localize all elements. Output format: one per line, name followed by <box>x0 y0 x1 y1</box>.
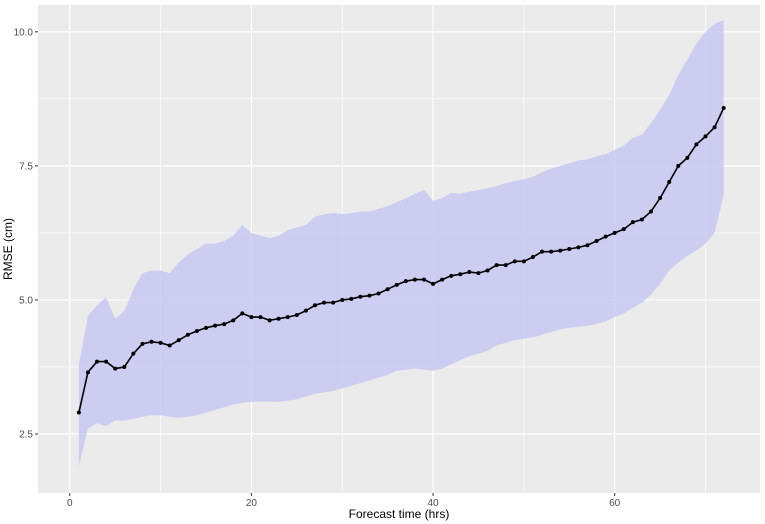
data-point <box>113 366 118 371</box>
data-point <box>712 125 717 130</box>
data-point <box>149 339 154 344</box>
data-point <box>367 293 372 298</box>
data-point <box>95 359 100 364</box>
data-point <box>440 277 445 282</box>
data-point <box>104 359 109 364</box>
data-point <box>494 263 499 268</box>
data-point <box>204 325 209 330</box>
data-point <box>667 179 672 184</box>
data-point <box>512 259 517 264</box>
data-point <box>303 308 308 313</box>
data-point <box>376 291 381 296</box>
data-point <box>267 318 272 323</box>
data-point <box>258 315 263 320</box>
data-point <box>467 270 472 275</box>
data-point <box>340 297 345 302</box>
data-point <box>576 245 581 250</box>
data-point <box>194 329 199 334</box>
data-point <box>421 277 426 282</box>
data-point <box>312 303 317 308</box>
data-point <box>558 248 563 253</box>
data-point <box>231 318 236 323</box>
rmse-points <box>76 105 726 415</box>
data-point <box>385 287 390 292</box>
data-point <box>449 273 454 278</box>
data-point <box>694 142 699 147</box>
y-tick-label: 7.5 <box>19 161 33 172</box>
data-point <box>612 230 617 235</box>
data-point <box>122 364 127 369</box>
data-point <box>412 277 417 282</box>
data-point <box>185 332 190 337</box>
data-point <box>540 249 545 254</box>
x-tick-label: 20 <box>246 498 258 509</box>
data-point <box>167 343 172 348</box>
data-point <box>703 134 708 139</box>
data-point <box>721 105 726 110</box>
data-point <box>131 351 136 356</box>
data-point <box>530 255 535 260</box>
data-point <box>249 315 254 320</box>
data-point <box>458 272 463 277</box>
data-point <box>213 323 218 328</box>
data-point <box>431 281 436 286</box>
data-point <box>658 196 663 201</box>
data-point <box>649 209 654 214</box>
data-point <box>331 300 336 305</box>
data-point <box>603 234 608 239</box>
x-tick-label: 0 <box>67 498 73 509</box>
data-point <box>222 322 227 327</box>
y-axis-title: RMSE (cm) <box>1 218 15 280</box>
x-axis-title: Forecast time (hrs) <box>349 507 450 521</box>
data-point <box>85 370 90 375</box>
data-point <box>140 341 145 346</box>
y-tick-label: 10.0 <box>14 27 34 38</box>
data-point <box>585 243 590 248</box>
y-axis-ticks: 2.5 5.0 7.5 10.0 <box>14 27 38 441</box>
data-point <box>621 227 626 232</box>
data-point <box>76 410 81 415</box>
data-point <box>240 311 245 316</box>
data-point <box>349 296 354 301</box>
data-point <box>403 279 408 284</box>
data-point <box>630 220 635 225</box>
data-point <box>358 294 363 299</box>
data-point <box>549 249 554 254</box>
confidence-ribbon <box>78 20 724 467</box>
data-point <box>322 300 327 305</box>
data-point <box>285 315 290 320</box>
data-point <box>594 238 599 243</box>
data-point <box>521 259 526 264</box>
data-point <box>503 263 508 268</box>
x-tick-label: 40 <box>427 498 439 509</box>
data-point <box>158 340 163 345</box>
y-tick-label: 5.0 <box>19 295 33 306</box>
data-point <box>567 247 572 251</box>
x-axis-ticks: 0 20 40 60 <box>67 493 621 509</box>
data-point <box>176 338 181 343</box>
data-point <box>676 163 681 168</box>
data-point <box>276 316 281 321</box>
data-point <box>685 155 690 160</box>
data-point <box>476 271 481 276</box>
data-point <box>639 217 644 222</box>
data-point <box>485 268 490 273</box>
data-point <box>394 282 399 287</box>
y-tick-label: 2.5 <box>19 430 33 441</box>
data-point <box>294 312 299 317</box>
x-tick-label: 60 <box>609 498 621 509</box>
